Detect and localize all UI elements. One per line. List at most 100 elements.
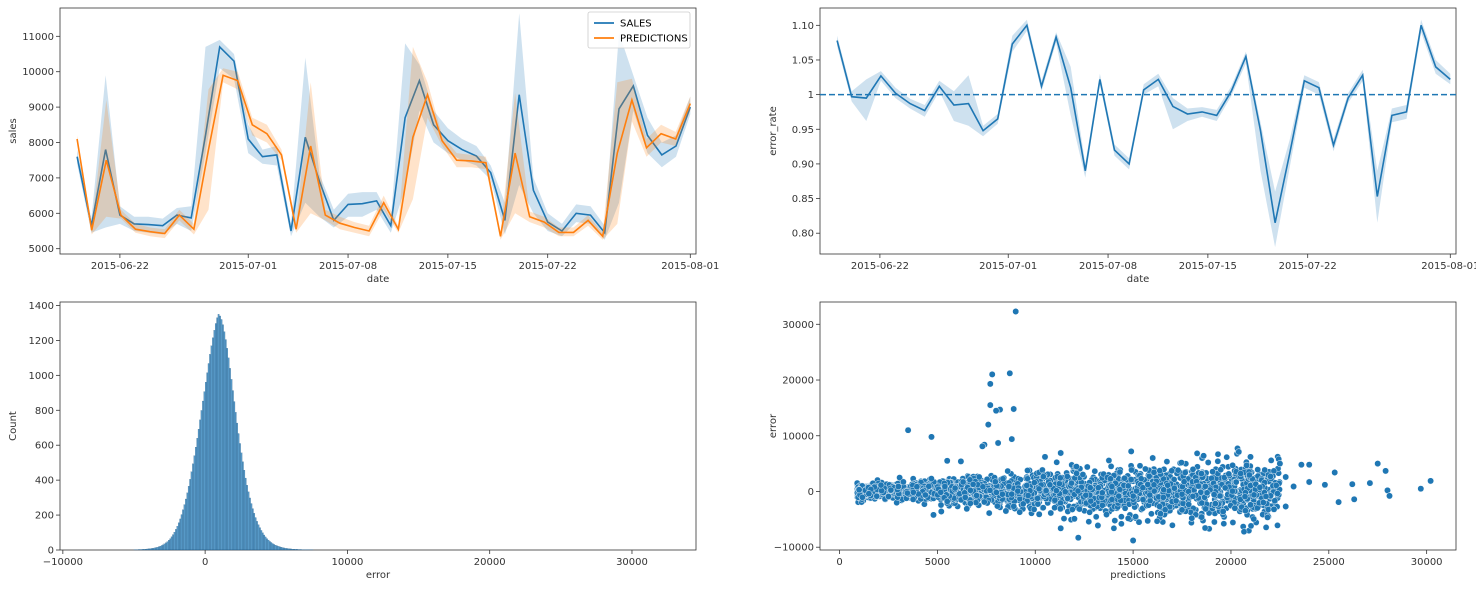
y-tick-label: 11000 [22, 32, 54, 43]
scatter-point [1004, 467, 1012, 475]
scatter-point [1262, 493, 1270, 500]
scatter-point [1276, 460, 1284, 468]
histogram-bar [242, 461, 244, 551]
scatter-point [1189, 465, 1197, 473]
scatter-point [1168, 467, 1175, 475]
scatter-point [1118, 520, 1125, 528]
x-axis-label: error [366, 570, 391, 581]
scatter-point [1335, 498, 1343, 506]
scatter-point [885, 493, 892, 500]
histogram-bar [234, 412, 237, 551]
scatter-point [1146, 497, 1154, 505]
scatter-point [1214, 450, 1222, 458]
scatter-point [925, 482, 933, 490]
scatter-point [1146, 491, 1154, 499]
x-tick-label: 2015-07-22 [1279, 261, 1337, 272]
histogram-bar [247, 491, 250, 551]
scatter-point [1124, 482, 1132, 490]
scatter-point [1247, 501, 1254, 509]
histogram-bar [199, 419, 201, 551]
histogram-bar [283, 547, 285, 551]
histogram-bar [203, 391, 206, 551]
x-tick-label: −10000 [43, 557, 83, 568]
scatter-point [1229, 487, 1236, 495]
x-tick-label: 5000 [925, 557, 950, 568]
histogram-bar [156, 547, 159, 551]
scatter-point [1209, 468, 1216, 476]
scatter-point [1160, 486, 1167, 494]
scatter-point [1099, 501, 1106, 509]
scatter-point [1127, 476, 1135, 483]
scatter-point [1386, 492, 1393, 500]
scatter-point [1030, 506, 1038, 513]
scatter-point [1024, 467, 1031, 474]
histogram-bar [269, 541, 271, 551]
scatter-point [1064, 473, 1071, 480]
scatter-point [1103, 511, 1110, 518]
histogram-bar [288, 548, 291, 551]
scatter-point [1198, 470, 1205, 477]
x-tick-label: 20000 [1215, 557, 1247, 568]
scatter-point [1214, 457, 1222, 465]
histogram-bar [173, 532, 176, 551]
scatter-point [1148, 510, 1155, 518]
histogram-bar [163, 543, 166, 551]
scatter-point [1124, 515, 1132, 522]
scatter-point [1069, 506, 1076, 513]
scatter-point [1053, 458, 1060, 466]
scatter-point [1074, 487, 1082, 495]
scatter-point [1085, 518, 1093, 526]
histogram-bar [186, 492, 189, 551]
scatter-point [1057, 449, 1065, 457]
histogram-bar [297, 549, 300, 551]
scatter-point [1108, 483, 1116, 490]
scatter-point [859, 493, 866, 501]
histogram-bar [155, 547, 157, 551]
histogram-bar [143, 549, 146, 551]
x-tick-label: 30000 [616, 557, 648, 568]
scatter-point [1180, 478, 1188, 486]
histogram-bar [250, 503, 253, 551]
histogram-bar [182, 509, 184, 551]
histogram-bar [243, 470, 246, 551]
scatter-point [1274, 490, 1281, 497]
histogram-bar [232, 390, 234, 551]
scatter-point [1092, 513, 1100, 521]
scatter-point [1211, 518, 1218, 526]
scatter-point [937, 501, 945, 509]
histogram-bar [261, 532, 264, 551]
histogram-bar [153, 547, 156, 551]
scatter-point [1139, 496, 1147, 503]
scatter-point [1157, 510, 1164, 518]
y-tick-label: 0.90 [792, 159, 814, 170]
scatter-point [1221, 484, 1229, 492]
scatter-point [1010, 502, 1018, 510]
histogram-bar [227, 357, 230, 551]
scatter-point [1272, 482, 1280, 489]
scatter-point [1139, 484, 1147, 492]
scatter-point [1076, 505, 1083, 513]
scatter-point [1256, 484, 1264, 491]
y-tick-label: 1400 [29, 301, 54, 312]
histogram-bar [274, 545, 277, 551]
histogram-bar [260, 530, 263, 551]
histogram-bar [259, 527, 261, 551]
histogram-bar [257, 524, 260, 551]
histogram-bar [195, 447, 197, 551]
x-tick-label: 30000 [1411, 557, 1443, 568]
scatter-point [1039, 504, 1047, 512]
y-tick-label: 1 [808, 90, 814, 101]
scatter-point [973, 492, 980, 499]
scatter-point [913, 483, 921, 491]
y-tick-label: 20000 [782, 376, 814, 387]
scatter-point [1178, 490, 1186, 498]
histogram-bar [246, 485, 248, 551]
histogram-bar [276, 545, 278, 551]
axes-frame [59, 7, 697, 255]
scatter-point [999, 490, 1006, 498]
histogram-bar [141, 549, 143, 551]
scatter-point [988, 370, 996, 378]
scatter-point [975, 473, 983, 481]
scatter-point [1094, 522, 1102, 529]
scatter-point [1198, 513, 1206, 521]
